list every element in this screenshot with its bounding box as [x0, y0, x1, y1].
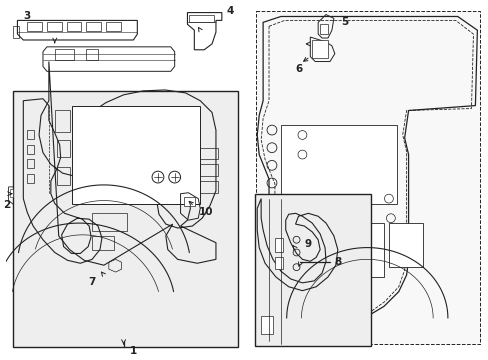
- Bar: [55, 111, 70, 132]
- Bar: [295, 223, 383, 277]
- Bar: [72, 105, 200, 203]
- Text: 6: 6: [294, 64, 302, 75]
- Text: 8: 8: [333, 257, 341, 267]
- Bar: [200, 165, 218, 176]
- Text: 2: 2: [3, 201, 10, 211]
- Text: 1: 1: [129, 346, 137, 356]
- Bar: [106, 22, 121, 31]
- Bar: [183, 197, 195, 206]
- Bar: [14, 91, 237, 347]
- Bar: [274, 238, 282, 252]
- Bar: [92, 236, 114, 249]
- Bar: [312, 40, 327, 58]
- Bar: [57, 140, 70, 157]
- Bar: [255, 194, 370, 346]
- Bar: [388, 223, 423, 267]
- Bar: [27, 22, 42, 31]
- Bar: [189, 14, 214, 22]
- Bar: [27, 130, 34, 139]
- Bar: [14, 26, 20, 38]
- Bar: [200, 181, 218, 193]
- Bar: [47, 22, 61, 31]
- Bar: [320, 24, 327, 34]
- Bar: [66, 22, 81, 31]
- Text: 4: 4: [225, 6, 233, 15]
- Bar: [27, 159, 34, 168]
- Bar: [86, 22, 101, 31]
- Bar: [86, 49, 98, 59]
- Bar: [27, 174, 34, 183]
- Bar: [92, 213, 126, 231]
- Bar: [57, 167, 70, 185]
- Text: 9: 9: [304, 239, 311, 249]
- Bar: [10, 189, 13, 197]
- Bar: [280, 125, 396, 203]
- Text: 3: 3: [23, 12, 31, 22]
- Bar: [27, 145, 34, 154]
- Bar: [274, 257, 282, 269]
- Bar: [256, 10, 479, 343]
- Bar: [261, 316, 272, 334]
- Text: 5: 5: [340, 17, 347, 27]
- Bar: [200, 148, 218, 159]
- Bar: [55, 49, 74, 59]
- Text: 10: 10: [199, 207, 213, 217]
- Text: 7: 7: [88, 277, 96, 287]
